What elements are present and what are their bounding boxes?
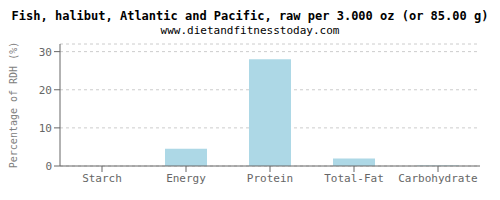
- svg-text:Energy: Energy: [166, 172, 206, 185]
- svg-text:30: 30: [39, 46, 52, 59]
- svg-text:Carbohydrate: Carbohydrate: [398, 172, 477, 185]
- svg-text:Protein: Protein: [247, 172, 293, 185]
- svg-text:Percentage of RDH (%): Percentage of RDH (%): [8, 42, 19, 168]
- svg-text:20: 20: [39, 84, 52, 97]
- html-text:www.dietandfitnesstoday.com: www.dietandfitnesstoday.com: [160, 24, 340, 37]
- svg-text:10: 10: [39, 122, 52, 135]
- svg-text:Total-Fat: Total-Fat: [324, 172, 384, 185]
- svg-text:Starch: Starch: [82, 172, 122, 185]
- html-text:Fish, halibut, Atlantic and Pa: Fish, halibut, Atlantic and Pacific, raw…: [11, 9, 489, 23]
- svg-text:0: 0: [45, 160, 52, 173]
